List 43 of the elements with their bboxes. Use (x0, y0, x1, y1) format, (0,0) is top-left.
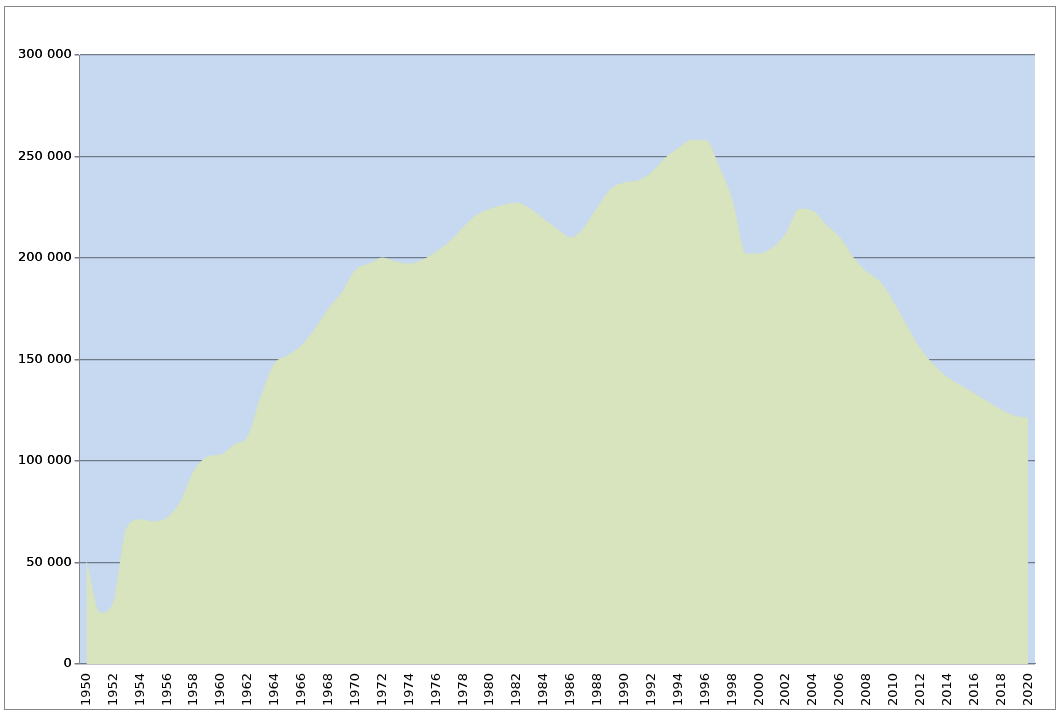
x-tick-label: 1968 (320, 672, 336, 707)
x-tick-label: 1996 (696, 672, 712, 707)
x-tick-label: 2004 (804, 672, 820, 707)
x-tick-label: 2002 (777, 672, 793, 707)
y-tick-label: 50 000 (26, 553, 72, 569)
x-tick-label: 1980 (481, 672, 497, 707)
x-tick-label: 1998 (723, 672, 739, 707)
x-tick-label: 1972 (373, 672, 389, 707)
x-tick-label: 1982 (508, 672, 524, 707)
x-tick-label: 1952 (104, 672, 120, 707)
x-tick-label: 1966 (293, 672, 309, 707)
y-tick-label: 300 000 (17, 46, 72, 62)
x-tick-label: 1956 (158, 672, 174, 707)
x-tick-label: 1970 (346, 672, 362, 707)
x-tick-label: 1976 (427, 672, 443, 707)
x-tick-label: 1962 (239, 672, 255, 707)
x-tick-label: 1964 (266, 672, 282, 707)
y-tick-label: 150 000 (17, 350, 72, 366)
y-tick-label: 200 000 (17, 249, 72, 265)
x-tick-label: 1992 (642, 672, 658, 707)
x-tick-label: 1954 (131, 672, 147, 707)
y-tick-label: 250 000 (17, 147, 72, 163)
y-tick-label: 100 000 (17, 452, 72, 468)
y-tick-label: 0 (63, 655, 72, 671)
x-tick-label: 2000 (750, 672, 766, 707)
x-tick-label: 1990 (616, 672, 632, 707)
x-tick-label: 2020 (1019, 672, 1035, 707)
x-tick-label: 2010 (885, 672, 901, 707)
x-tick-label: 1994 (669, 672, 685, 707)
x-tick-label: 1960 (212, 672, 228, 707)
x-tick-label: 1950 (77, 672, 93, 707)
x-tick-label: 2008 (858, 672, 874, 707)
x-tick-label: 1974 (400, 672, 416, 707)
x-tick-label: 1958 (185, 672, 201, 707)
x-tick-label: 2006 (831, 672, 847, 707)
x-tick-label: 2018 (992, 672, 1008, 707)
x-tick-label: 1978 (454, 672, 470, 707)
x-tick-label: 2014 (938, 672, 954, 707)
x-tick-label: 2016 (965, 672, 981, 707)
x-tick-label: 1984 (535, 672, 551, 707)
x-tick-label: 1988 (589, 672, 605, 707)
x-tick-label: 1986 (562, 672, 578, 707)
x-tick-label: 2012 (912, 672, 928, 707)
